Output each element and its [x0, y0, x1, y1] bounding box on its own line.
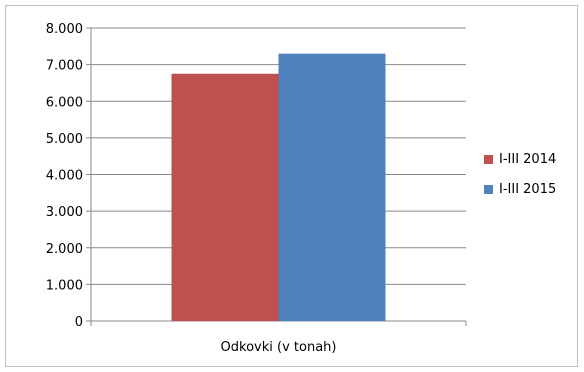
- legend-swatch-2015: [484, 185, 493, 194]
- y-tick-label: 5.000: [46, 132, 83, 147]
- y-tick-label: 6.000: [46, 95, 83, 110]
- bar-i-iii-2014: [171, 73, 279, 321]
- x-category-label: Odkovki (v tonah): [221, 340, 337, 355]
- bar-i-iii-2015: [278, 53, 386, 321]
- legend-label-2015: I-III 2015: [499, 182, 557, 197]
- legend-swatch-2014: [484, 155, 493, 164]
- y-tick-label: 7.000: [46, 59, 83, 74]
- y-tick-label: 4.000: [46, 169, 83, 184]
- legend: I-III 2014 I-III 2015: [484, 150, 556, 210]
- y-tick-label: 1.000: [46, 278, 83, 293]
- y-tick-label: 0: [75, 315, 83, 330]
- legend-item-2014: I-III 2014: [484, 150, 556, 169]
- legend-item-2015: I-III 2015: [484, 180, 556, 199]
- y-tick-label: 2.000: [46, 242, 83, 257]
- legend-label-2014: I-III 2014: [499, 152, 557, 167]
- y-tick-label: 3.000: [46, 205, 83, 220]
- y-tick-label: 8.000: [46, 22, 83, 37]
